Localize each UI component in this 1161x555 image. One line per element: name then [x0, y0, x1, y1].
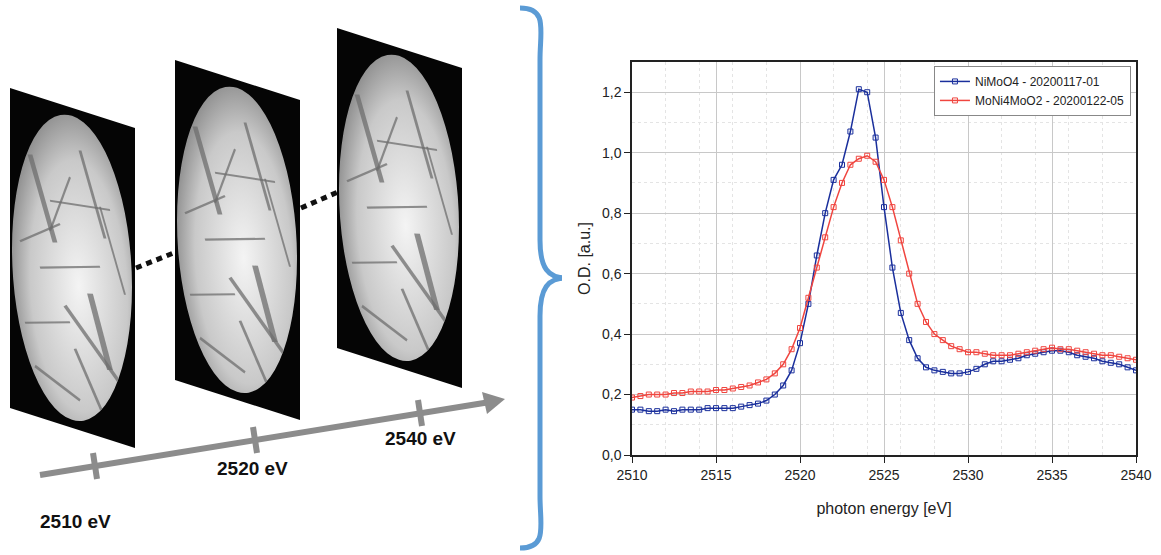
svg-text:O.D. [a.u.]: O.D. [a.u.]	[576, 222, 593, 295]
svg-text:2520: 2520	[784, 467, 815, 483]
svg-text:0,2: 0,2	[602, 386, 622, 402]
svg-text:2515: 2515	[700, 467, 731, 483]
svg-text:0,8: 0,8	[602, 205, 622, 221]
svg-text:2520 eV: 2520 eV	[217, 458, 288, 479]
svg-text:0,0: 0,0	[602, 447, 622, 463]
svg-text:NiMoO4 - 20200117-01: NiMoO4 - 20200117-01	[975, 75, 1100, 89]
svg-text:2525: 2525	[868, 467, 899, 483]
svg-text:0,6: 0,6	[602, 266, 622, 282]
svg-text:2510 eV: 2510 eV	[40, 511, 111, 532]
svg-text:photon energy [eV]: photon energy [eV]	[816, 500, 951, 517]
svg-text:1,0: 1,0	[602, 145, 622, 161]
svg-text:2510: 2510	[616, 467, 647, 483]
svg-text:MoNi4MoO2 - 20200122-05: MoNi4MoO2 - 20200122-05	[975, 94, 1124, 108]
svg-text:2540: 2540	[1120, 467, 1151, 483]
svg-text:2530: 2530	[952, 467, 983, 483]
svg-text:0,4: 0,4	[602, 326, 622, 342]
svg-text:2540 eV: 2540 eV	[385, 428, 456, 449]
svg-text:1,2: 1,2	[602, 84, 622, 100]
svg-text:2535: 2535	[1036, 467, 1067, 483]
